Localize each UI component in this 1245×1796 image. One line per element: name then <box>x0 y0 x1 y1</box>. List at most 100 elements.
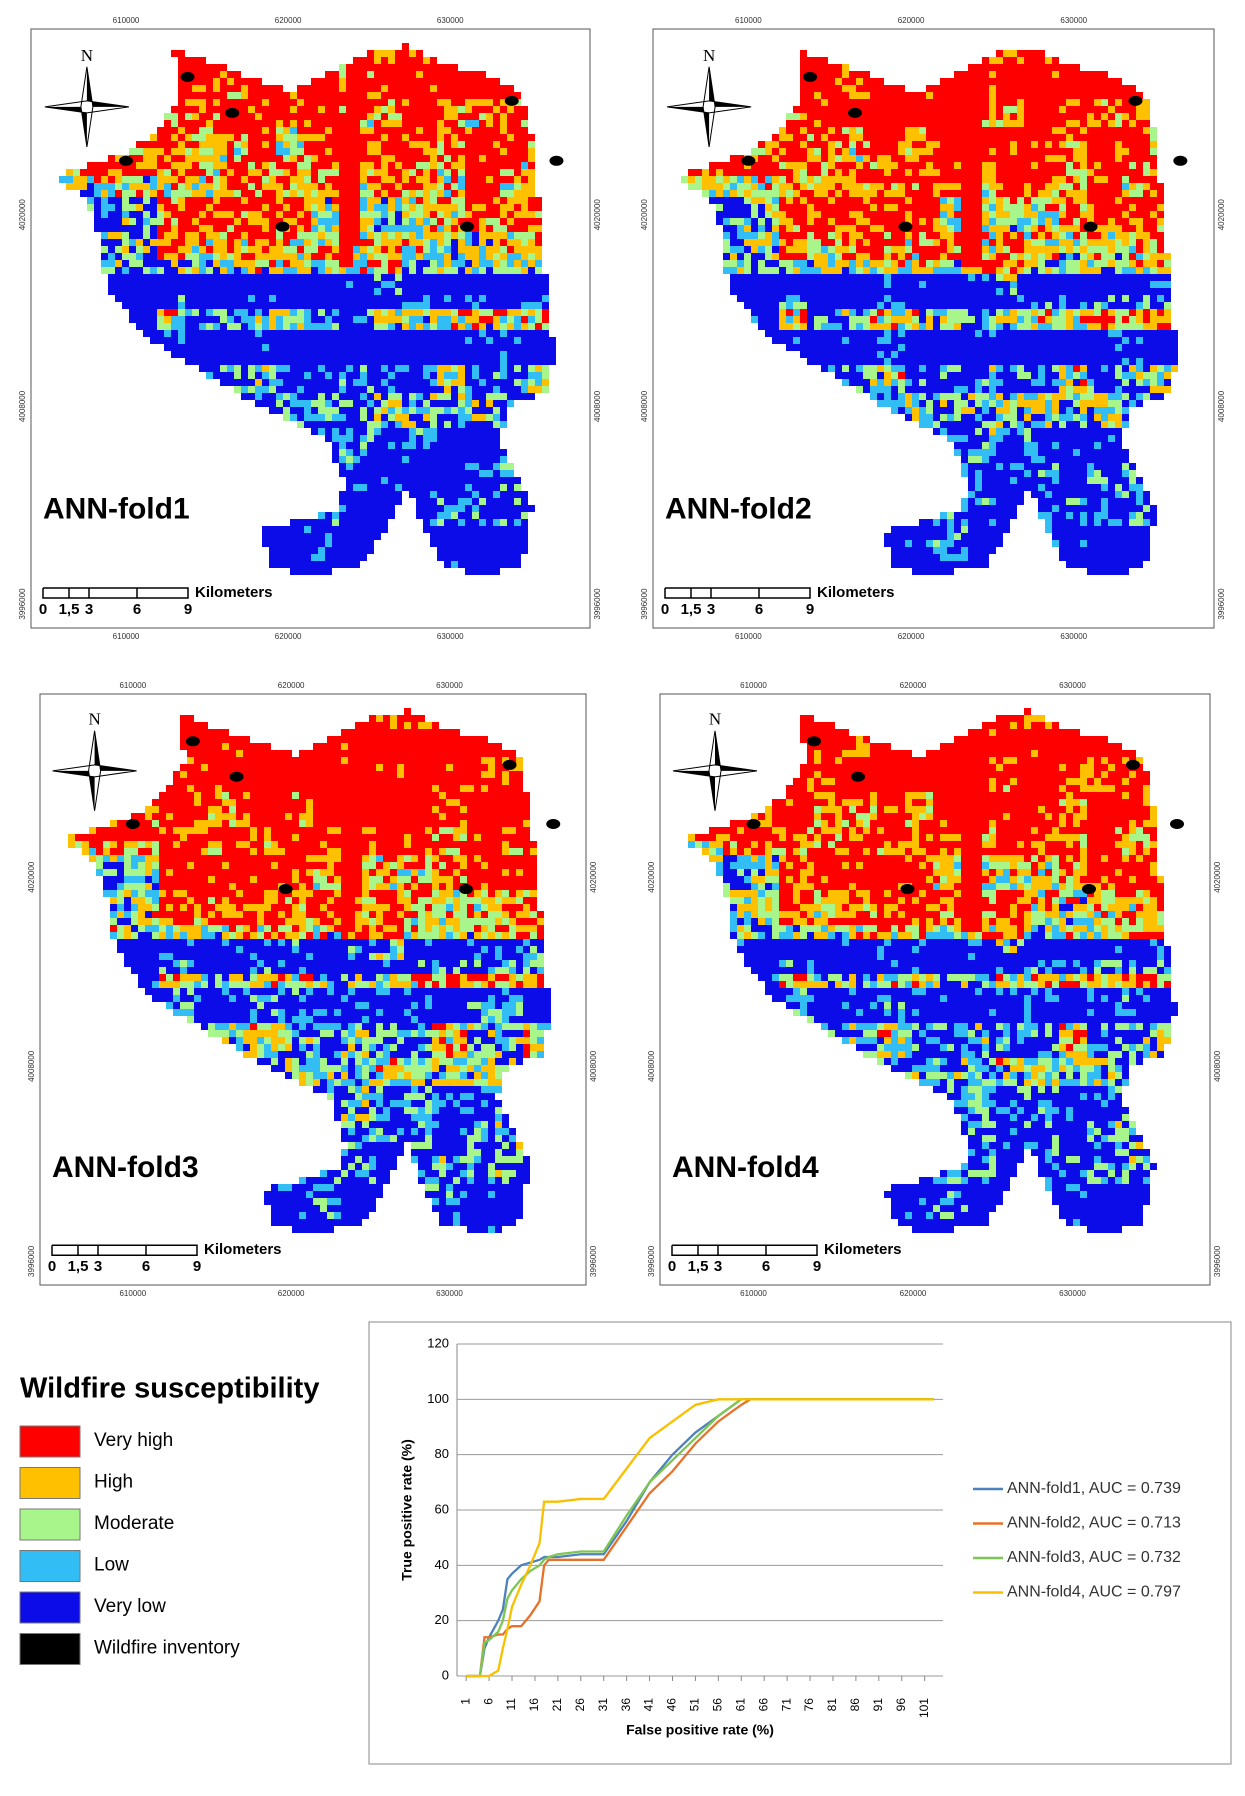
map-cell <box>500 106 507 113</box>
map-cell <box>458 106 465 113</box>
map-cell <box>374 379 381 386</box>
map-cell <box>521 267 528 274</box>
map-cell <box>1143 99 1150 106</box>
map-cell <box>192 57 199 64</box>
map-cell <box>1038 197 1045 204</box>
map-cell <box>402 50 409 57</box>
map-cell <box>1017 92 1024 99</box>
map-cell <box>765 190 772 197</box>
map-cell <box>821 148 828 155</box>
map-cell <box>891 113 898 120</box>
map-cell <box>346 435 353 442</box>
map-cell <box>248 344 255 351</box>
map-cell <box>374 435 381 442</box>
map-cell <box>751 246 758 253</box>
map-cell <box>758 169 765 176</box>
map-cell <box>1087 141 1094 148</box>
map-cell <box>1122 169 1129 176</box>
map-cell <box>968 197 975 204</box>
map-cell <box>940 127 947 134</box>
map-cell <box>346 316 353 323</box>
map-cell <box>891 99 898 106</box>
map-cell <box>486 127 493 134</box>
map-cell <box>353 519 360 526</box>
map-cell <box>206 351 213 358</box>
scale-bar <box>42 587 189 599</box>
map-cell <box>940 204 947 211</box>
map-cell <box>276 309 283 316</box>
map-cell <box>339 316 346 323</box>
map-cell <box>234 176 241 183</box>
map-cell <box>507 393 514 400</box>
map-cell <box>479 379 486 386</box>
map-cell <box>1073 64 1080 71</box>
map-cell <box>1010 183 1017 190</box>
map-cell <box>500 148 507 155</box>
map-cell <box>444 337 451 344</box>
map-cell <box>919 99 926 106</box>
map-cell <box>171 183 178 190</box>
map-cell <box>786 218 793 225</box>
map-cell <box>1150 162 1157 169</box>
map-cell <box>297 351 304 358</box>
map-cell <box>430 435 437 442</box>
map-cell <box>1031 134 1038 141</box>
map-cell <box>1108 155 1115 162</box>
map-cell <box>507 351 514 358</box>
map-cell <box>954 127 961 134</box>
map-cell <box>1108 92 1115 99</box>
map-cell <box>716 183 723 190</box>
map-cell <box>381 246 388 253</box>
map-cell <box>472 92 479 99</box>
map-cell <box>332 533 339 540</box>
map-cell <box>241 365 248 372</box>
map-cell <box>1031 197 1038 204</box>
map-cell <box>339 421 346 428</box>
map-cell <box>905 211 912 218</box>
map-cell <box>213 134 220 141</box>
map-cell <box>1080 113 1087 120</box>
map-cell <box>367 92 374 99</box>
map-cell <box>793 162 800 169</box>
map-cell <box>996 113 1003 120</box>
map-cell <box>402 260 409 267</box>
map-cell <box>325 99 332 106</box>
map-cell <box>241 309 248 316</box>
map-cell <box>884 204 891 211</box>
map-cell <box>807 176 814 183</box>
map-cell <box>1003 57 1010 64</box>
map-cell <box>206 64 213 71</box>
map-cell <box>402 379 409 386</box>
map-cell <box>877 106 884 113</box>
map-cell <box>381 176 388 183</box>
map-cell <box>360 218 367 225</box>
map-cell <box>898 85 905 92</box>
map-cell <box>255 92 262 99</box>
map-cell <box>115 267 122 274</box>
map-cell <box>367 442 374 449</box>
map-cell <box>472 218 479 225</box>
map-cell <box>353 484 360 491</box>
map-cell <box>192 302 199 309</box>
map-cell <box>905 218 912 225</box>
map-cell <box>430 120 437 127</box>
map-cell <box>954 246 961 253</box>
map-cell <box>402 351 409 358</box>
map-cell <box>360 288 367 295</box>
scale-label: 0 <box>39 601 47 618</box>
map-cell <box>877 246 884 253</box>
map-cell <box>814 127 821 134</box>
map-cell <box>528 302 535 309</box>
map-cell <box>423 435 430 442</box>
map-cell <box>737 246 744 253</box>
map-cell <box>500 414 507 421</box>
map-cell <box>458 414 465 421</box>
map-cell <box>234 211 241 218</box>
map-cell <box>458 393 465 400</box>
map-cell <box>765 204 772 211</box>
map-cell <box>346 239 353 246</box>
map-cell <box>262 260 269 267</box>
map-cell <box>479 491 486 498</box>
map-cell <box>451 197 458 204</box>
map-cell <box>388 148 395 155</box>
